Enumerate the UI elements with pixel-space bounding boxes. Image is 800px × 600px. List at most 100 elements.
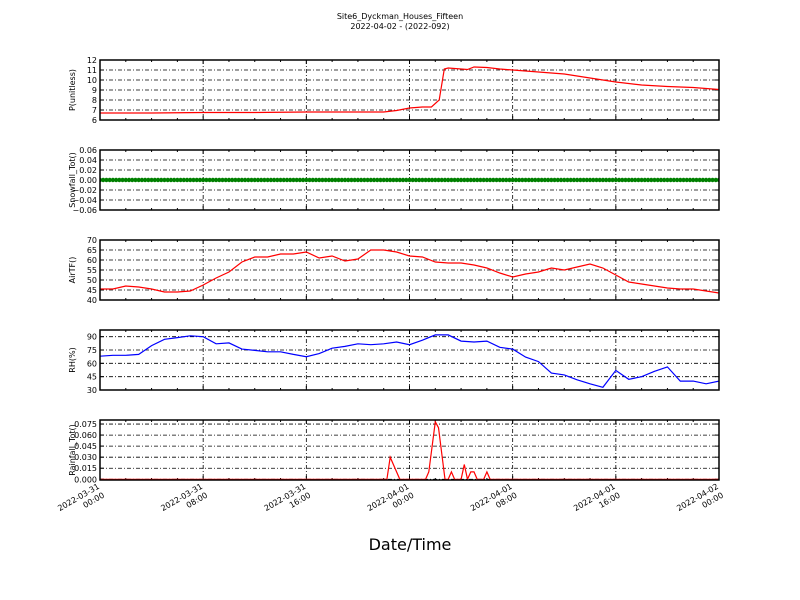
data-point bbox=[591, 177, 596, 183]
y-tick-label: 0.030 bbox=[74, 453, 97, 462]
data-point bbox=[384, 177, 390, 183]
data-point bbox=[687, 177, 693, 183]
data-point bbox=[423, 177, 428, 183]
data-point bbox=[349, 177, 354, 183]
data-point bbox=[268, 177, 274, 183]
data-point bbox=[429, 177, 435, 183]
data-point bbox=[300, 177, 306, 183]
data-point bbox=[620, 177, 625, 183]
data-point bbox=[220, 177, 225, 183]
data-point bbox=[246, 177, 251, 183]
data-point bbox=[665, 177, 670, 183]
data-point bbox=[188, 177, 193, 183]
data-point bbox=[123, 177, 128, 183]
data-point bbox=[623, 177, 628, 183]
panel-snowfall-tot-: −0.06−0.04−0.020.000.020.040.06Snowfall_… bbox=[68, 146, 720, 215]
data-point bbox=[494, 177, 499, 183]
data-point bbox=[594, 177, 599, 183]
data-point bbox=[217, 177, 222, 183]
data-point bbox=[600, 177, 606, 183]
data-point bbox=[694, 177, 699, 183]
data-point bbox=[258, 177, 264, 183]
data-point bbox=[171, 177, 177, 183]
data-point bbox=[632, 177, 638, 183]
data-point bbox=[194, 177, 199, 183]
data-point bbox=[610, 177, 615, 183]
data-point bbox=[571, 177, 577, 183]
plot-frame bbox=[99, 329, 720, 391]
y-tick-label: 0.045 bbox=[74, 442, 97, 451]
y-tick-label: 60 bbox=[87, 256, 97, 265]
data-point bbox=[491, 177, 496, 183]
series-markers bbox=[100, 177, 719, 183]
series-line bbox=[100, 334, 719, 388]
y-tick-label: 0.04 bbox=[79, 156, 97, 165]
data-point bbox=[197, 177, 203, 183]
data-point bbox=[204, 177, 209, 183]
data-point bbox=[642, 177, 648, 183]
data-point bbox=[381, 177, 386, 183]
data-point bbox=[152, 177, 158, 183]
x-tick-label: 2022-04-0100:00 bbox=[366, 482, 416, 522]
data-point bbox=[439, 177, 444, 183]
data-point bbox=[629, 177, 635, 183]
data-point bbox=[333, 177, 338, 183]
data-point bbox=[288, 177, 293, 183]
data-point bbox=[378, 177, 383, 183]
x-tick-label: 2022-04-0200:00 bbox=[675, 482, 725, 522]
data-point bbox=[310, 177, 315, 183]
plot-frame bbox=[99, 239, 720, 301]
data-point bbox=[404, 177, 409, 183]
y-tick-label: 40 bbox=[87, 296, 97, 305]
data-point bbox=[387, 177, 393, 183]
data-point bbox=[607, 177, 612, 183]
data-point bbox=[191, 177, 196, 183]
data-point bbox=[565, 177, 570, 183]
data-point bbox=[323, 177, 328, 183]
data-point bbox=[371, 177, 377, 183]
data-point bbox=[626, 177, 631, 183]
data-point bbox=[639, 177, 644, 183]
data-point bbox=[178, 177, 183, 183]
data-point bbox=[697, 177, 702, 183]
data-point bbox=[181, 177, 187, 183]
data-point bbox=[516, 177, 522, 183]
data-point bbox=[304, 177, 309, 183]
y-tick-label: 55 bbox=[87, 266, 97, 275]
data-point bbox=[445, 177, 451, 183]
data-point bbox=[236, 177, 241, 183]
data-point bbox=[149, 177, 154, 183]
data-point bbox=[471, 177, 477, 183]
data-point bbox=[475, 177, 480, 183]
y-axis-label: Rainfall_Tot() bbox=[68, 424, 77, 476]
data-point bbox=[242, 177, 248, 183]
y-tick-label: 0.075 bbox=[74, 420, 97, 429]
data-point bbox=[478, 177, 483, 183]
data-point bbox=[313, 177, 319, 183]
data-point bbox=[655, 177, 660, 183]
data-point bbox=[562, 177, 567, 183]
data-point bbox=[549, 177, 554, 183]
data-point bbox=[681, 177, 686, 183]
data-point bbox=[616, 177, 622, 183]
data-point bbox=[307, 177, 312, 183]
x-tick-label: 2022-04-0116:00 bbox=[572, 482, 622, 522]
y-tick-label: 12 bbox=[87, 56, 97, 65]
x-axis-label: Date/Time bbox=[369, 535, 452, 554]
data-point bbox=[210, 177, 216, 183]
data-point bbox=[101, 177, 106, 183]
data-point bbox=[339, 177, 344, 183]
data-point bbox=[159, 177, 164, 183]
y-tick-label: 30 bbox=[87, 386, 97, 395]
plot-frame bbox=[99, 419, 720, 481]
data-point bbox=[130, 177, 135, 183]
x-tick-label: 2022-03-3116:00 bbox=[263, 482, 313, 522]
data-point bbox=[707, 177, 712, 183]
data-point bbox=[603, 177, 609, 183]
data-point bbox=[584, 177, 590, 183]
data-point bbox=[645, 177, 651, 183]
data-point bbox=[449, 177, 454, 183]
y-tick-label: −0.04 bbox=[72, 196, 97, 205]
data-point bbox=[233, 177, 238, 183]
